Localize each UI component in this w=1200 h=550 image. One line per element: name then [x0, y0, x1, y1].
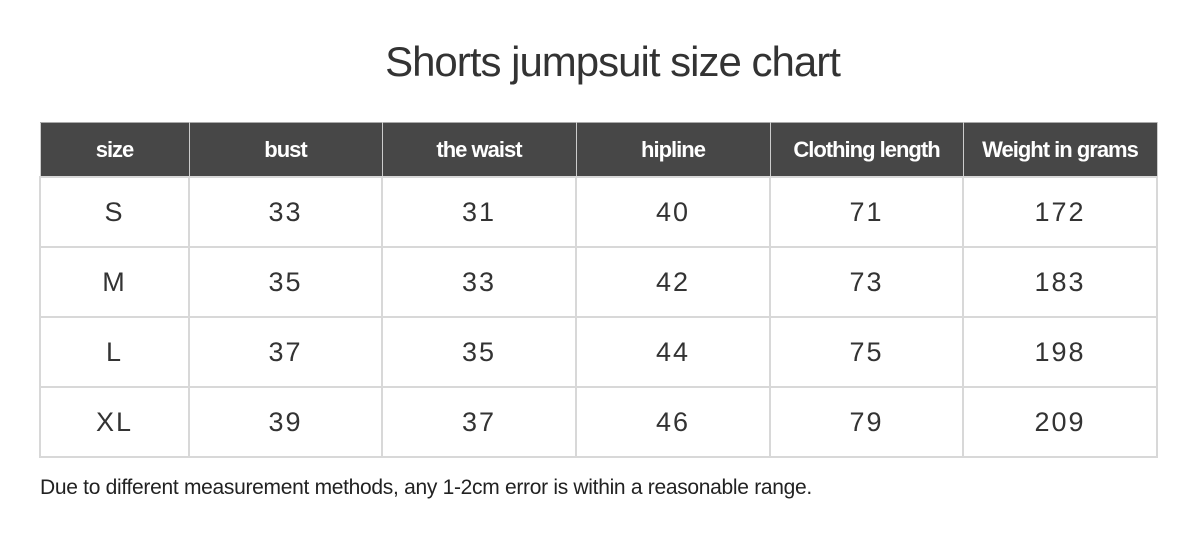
header-cell: bust — [188, 122, 383, 178]
size-chart-table: size bust the waist hipline Clothing len… — [39, 122, 1158, 458]
table-row: M 35 33 42 73 183 — [39, 246, 1158, 318]
table-row: XL 39 37 46 79 209 — [39, 386, 1158, 458]
table-cell: 35 — [188, 246, 383, 318]
header-cell: Weight in grams — [962, 122, 1158, 178]
table-cell: 79 — [769, 386, 964, 458]
table-cell: 183 — [962, 246, 1158, 318]
header-cell: the waist — [381, 122, 577, 178]
table-row: S 33 31 40 71 172 — [39, 176, 1158, 248]
measurement-note: Due to different measurement methods, an… — [40, 476, 812, 499]
table-cell: 40 — [575, 176, 771, 248]
table-cell: 75 — [769, 316, 964, 388]
table-cell: L — [39, 316, 190, 388]
table-cell: 198 — [962, 316, 1158, 388]
table-cell: 37 — [381, 386, 577, 458]
header-cell: hipline — [575, 122, 771, 178]
table-cell: 31 — [381, 176, 577, 248]
header-cell: size — [39, 122, 190, 178]
table-cell: XL — [39, 386, 190, 458]
table-cell: 39 — [188, 386, 383, 458]
table-cell: 209 — [962, 386, 1158, 458]
header-row: size bust the waist hipline Clothing len… — [39, 122, 1158, 178]
table-cell: 44 — [575, 316, 771, 388]
table-cell: 33 — [381, 246, 577, 318]
table-cell: 46 — [575, 386, 771, 458]
table-cell: 37 — [188, 316, 383, 388]
page-title: Shorts jumpsuit size chart — [385, 38, 841, 85]
table-cell: 33 — [188, 176, 383, 248]
table-cell: 73 — [769, 246, 964, 318]
table-cell: S — [39, 176, 190, 248]
table-cell: 172 — [962, 176, 1158, 248]
table-cell: 42 — [575, 246, 771, 318]
table-cell: 71 — [769, 176, 964, 248]
table-cell: 35 — [381, 316, 577, 388]
table-cell: M — [39, 246, 190, 318]
table-row: L 37 35 44 75 198 — [39, 316, 1158, 388]
header-cell: Clothing length — [769, 122, 964, 178]
